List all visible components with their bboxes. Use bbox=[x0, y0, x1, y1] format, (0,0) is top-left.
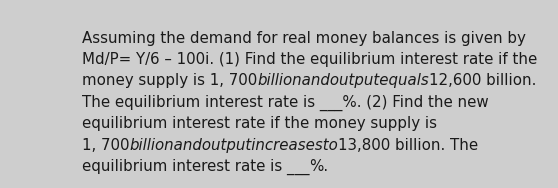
Text: The equilibrium interest rate is ___%. (2) Find the new: The equilibrium interest rate is ___%. (… bbox=[82, 95, 488, 111]
Text: 1, 700: 1, 700 bbox=[82, 138, 129, 153]
Text: billionandoutputincreasesto: billionandoutputincreasesto bbox=[129, 138, 338, 153]
Text: Md/P= Y/6 – 100i. (1) Find the equilibrium interest rate if the: Md/P= Y/6 – 100i. (1) Find the equilibri… bbox=[82, 52, 537, 67]
Text: Assuming the demand for real money balances is given by: Assuming the demand for real money balan… bbox=[82, 30, 526, 45]
Text: billionandoutputequals: billionandoutputequals bbox=[257, 73, 429, 88]
Text: 13,800 billion. The: 13,800 billion. The bbox=[338, 138, 478, 153]
Text: equilibrium interest rate is ___: equilibrium interest rate is ___ bbox=[82, 159, 309, 175]
Text: equilibrium interest rate if the money supply is: equilibrium interest rate if the money s… bbox=[82, 116, 437, 131]
Text: %.: %. bbox=[309, 159, 329, 174]
Text: money supply is 1, 700: money supply is 1, 700 bbox=[82, 73, 257, 88]
Text: 12,600 billion.: 12,600 billion. bbox=[429, 73, 536, 88]
